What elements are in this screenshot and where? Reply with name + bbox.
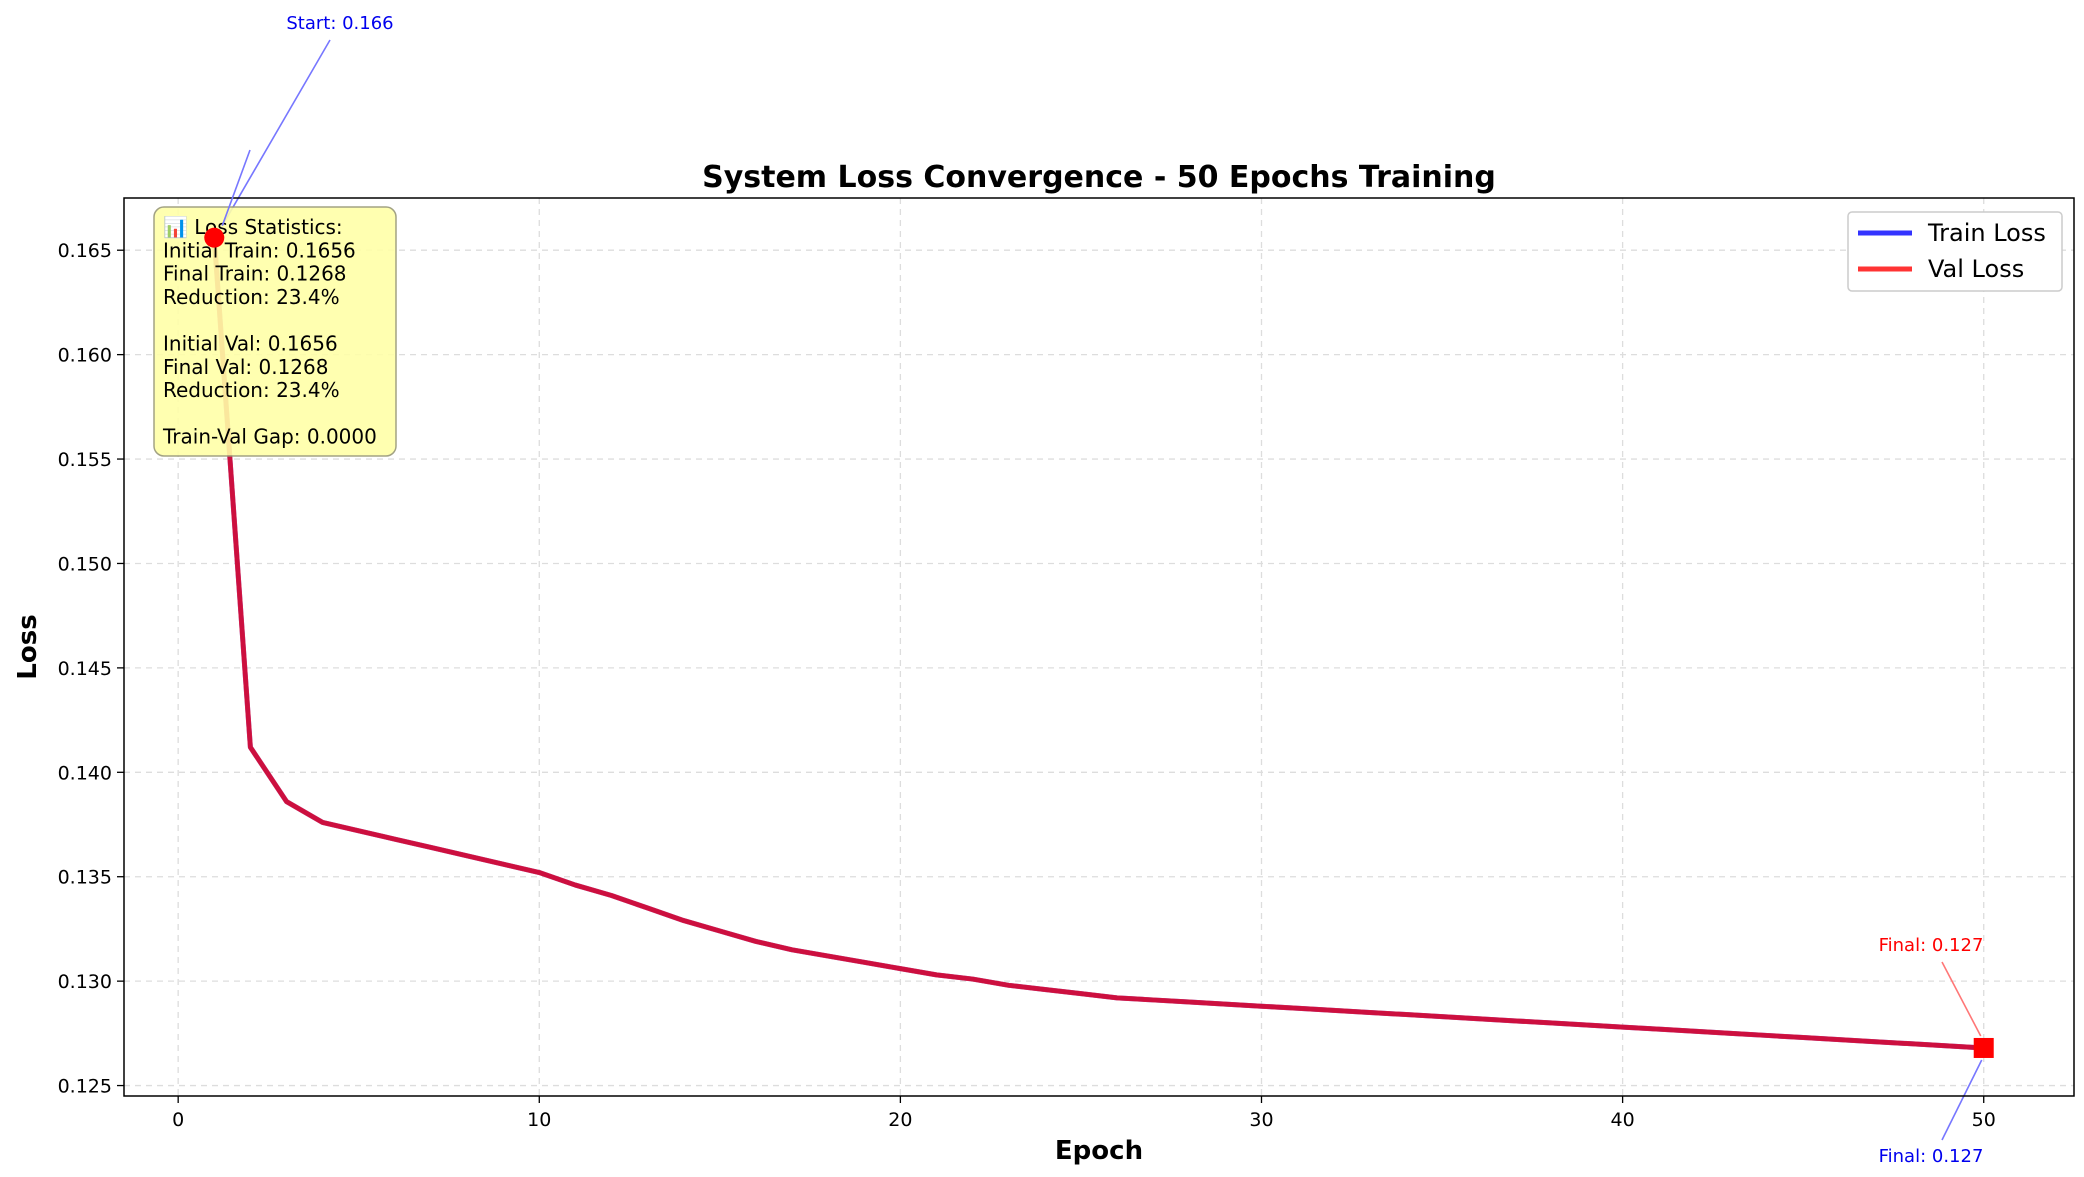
y-tick-label: 0.140 [58, 762, 112, 784]
chart-title: System Loss Convergence - 50 Epochs Trai… [702, 160, 1496, 195]
grid [124, 198, 2074, 1096]
x-tick-label: 30 [1249, 1109, 1273, 1131]
stats-line: Initial Train: 0.1656 [163, 238, 356, 262]
stats-line: Final Val: 0.1268 [163, 355, 328, 379]
ticks: 0 10 20 30 40 50 0.125 0.130 0.135 0.140 0.145 0.15… [58, 240, 1996, 1131]
stats-box-background [153, 206, 397, 457]
y-tick-label: 0.160 [58, 345, 112, 367]
start-annotation: Start: 0.166 [286, 13, 393, 34]
final-annotation-arrow-red [1941, 961, 1982, 1037]
x-tick-label: 20 [888, 1109, 912, 1131]
stats-line: Initial Val: 0.1656 [163, 332, 338, 356]
start-annotation-arrow [221, 39, 331, 227]
legend-label: Val Loss [1928, 255, 2024, 283]
y-tick-label: 0.135 [58, 867, 112, 889]
y-axis-label: Loss [13, 614, 43, 679]
final-annotation-blue: Final: 0.127 [1879, 1146, 1984, 1167]
start-annotation-arrow-overlay [221, 149, 251, 226]
y-tick-label: 0.130 [58, 971, 112, 993]
final-annotation-arrow-blue [1941, 1059, 1983, 1141]
end-marker [1973, 1037, 1994, 1058]
plot-frame [123, 197, 2075, 1097]
start-marker-overlay [204, 227, 225, 248]
stats-line: 📊 Loss Statistics: [163, 215, 343, 239]
y-tick-label: 0.155 [58, 449, 112, 471]
stats-box: 📊 Loss Statistics:Initial Train: 0.1656F… [153, 149, 397, 457]
x-tick-label: 40 [1611, 1109, 1635, 1131]
x-tick-label: 0 [172, 1109, 184, 1131]
x-tick-label: 50 [1972, 1109, 1996, 1131]
y-tick-label: 0.125 [58, 1076, 112, 1098]
stats-line: Reduction: 23.4% [163, 285, 340, 309]
legend: Train Loss Val Loss [1847, 211, 2063, 292]
x-axis-label: Epoch [1055, 1136, 1143, 1166]
series-lines [211, 235, 1987, 1051]
stats-line: Final Train: 0.1268 [163, 262, 347, 286]
legend-label: Train Loss [1927, 219, 2046, 247]
stats-line: Train-Val Gap: 0.0000 [162, 425, 377, 449]
stats-line: Reduction: 23.4% [163, 378, 340, 402]
y-tick-label: 0.165 [58, 240, 112, 262]
y-tick-label: 0.150 [58, 553, 112, 575]
x-tick-label: 10 [527, 1109, 551, 1131]
annotations: Start: 0.166 Final: 0.127 Final: 0.127 [221, 13, 1984, 1167]
final-annotation-red: Final: 0.127 [1879, 935, 1984, 956]
series-line-overlap [212, 235, 1986, 1051]
y-tick-label: 0.145 [58, 658, 112, 680]
